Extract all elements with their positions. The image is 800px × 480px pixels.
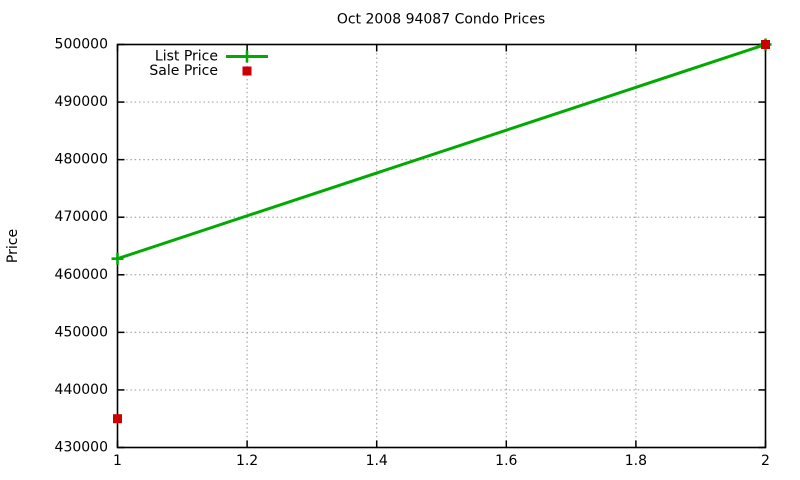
series-layer <box>111 38 772 424</box>
chart-title: Oct 2008 94087 Condo Prices <box>337 12 545 28</box>
x-tick-label: 1.4 <box>366 453 388 469</box>
y-tick-label: 460000 <box>55 267 108 283</box>
y-tick-label: 430000 <box>55 440 108 456</box>
axis-label-layer: 1 1.2 1.4 1.6 1.8 2 430000 440000 450000 460000 47… <box>55 37 770 470</box>
x-tick-label: 1 <box>113 453 122 469</box>
x-tick-label: 1.6 <box>495 453 517 469</box>
legend-item-list-price: List Price <box>155 49 268 65</box>
y-tick-label: 470000 <box>55 209 108 225</box>
x-tick-label: 2 <box>761 453 770 469</box>
y-tick-label: 440000 <box>55 382 108 398</box>
y-tick-label: 490000 <box>55 94 108 110</box>
legend-label: Sale Price <box>149 63 218 79</box>
tick-layer <box>116 43 767 449</box>
legend-item-sale-price: Sale Price <box>149 63 252 79</box>
y-tick-label: 480000 <box>55 152 108 168</box>
y-tick-label: 450000 <box>55 324 108 340</box>
plot-border-layer <box>116 43 767 449</box>
x-tick-label: 1.8 <box>625 453 647 469</box>
list-price-line <box>117 43 766 261</box>
sale-price-marker <box>113 414 122 424</box>
y-axis-title: Price <box>5 229 21 263</box>
grid-layer <box>117 44 766 448</box>
x-tick-label: 1.2 <box>236 453 258 469</box>
y-tick-label: 500000 <box>55 37 108 53</box>
legend-label: List Price <box>155 49 218 65</box>
sale-price-marker <box>761 40 770 49</box>
legend-sample-marker <box>242 66 252 76</box>
plot-border <box>116 43 767 449</box>
